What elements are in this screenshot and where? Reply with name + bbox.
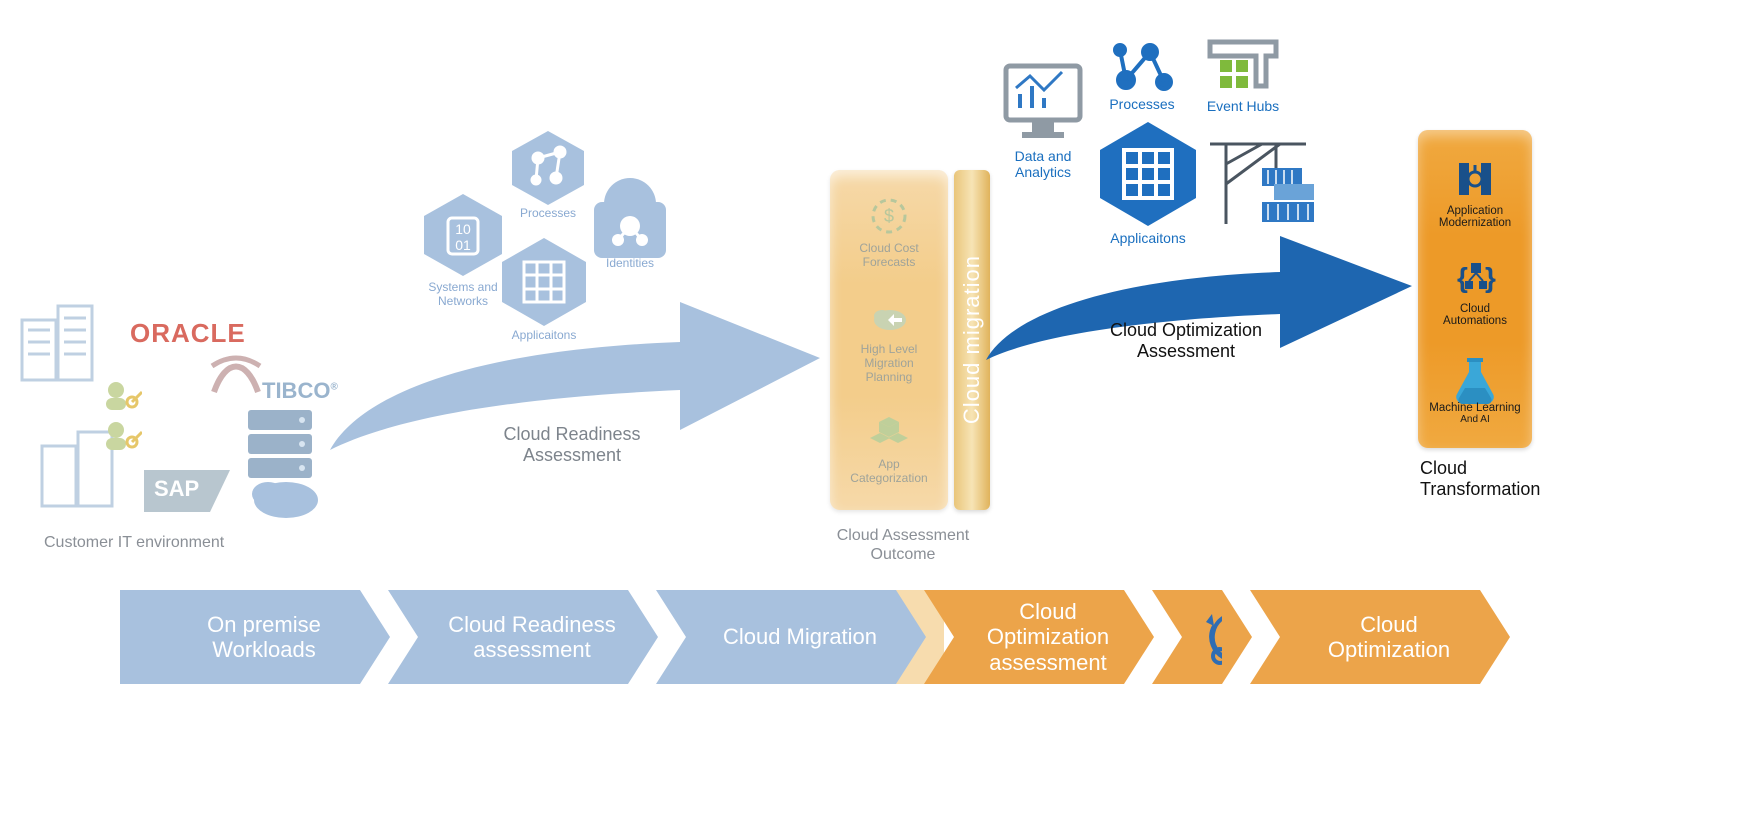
cloud-transformation-panel: Application Modernization { } Cloud Auto… [1418, 130, 1532, 448]
sap-logo: SAP [144, 470, 230, 517]
identities-hex-label: Identities [598, 256, 662, 270]
cloud-transformation-caption: Cloud Transformation [1420, 458, 1540, 500]
cost-forecast-icon: $ [868, 195, 910, 237]
processes-hex-icon [508, 128, 588, 208]
analytics-monitor-icon [1000, 60, 1086, 146]
crane-containers-icon [1210, 124, 1320, 234]
cloud-automations-item: { } Cloud Automations [1443, 255, 1507, 327]
ml-ai-item: Machine Learning And AI [1429, 354, 1520, 425]
event-hubs-icon [1204, 36, 1282, 100]
cloud-services-cluster: Data and Analytics Processes Event Hubs … [1000, 36, 1320, 246]
user-key-icon [102, 378, 142, 414]
modernization-icon [1453, 157, 1497, 201]
user-key-icon [102, 418, 142, 454]
optimization-arrow-label: Cloud Optimization Assessment [1056, 320, 1316, 362]
readiness-arrow-label: Cloud Readiness Assessment [462, 424, 682, 466]
svg-text:10: 10 [455, 221, 471, 237]
svg-text:$: $ [884, 206, 894, 226]
customer-env-caption: Customer IT environment [44, 534, 224, 552]
customer-it-env: ORACLE TIBCO® SAP [16, 300, 336, 530]
beaker-icon [1453, 354, 1497, 406]
systems-hex-icon: 10 01 [418, 190, 508, 280]
svg-text:01: 01 [455, 237, 471, 253]
chevron-step-5: CloudOptimization [1250, 590, 1510, 684]
oracle-logo: ORACLE [130, 318, 246, 349]
chevron-step-3: CloudOptimizationassessment [924, 590, 1154, 684]
assessment-outcome-caption: Cloud Assessment Outcome [818, 526, 988, 564]
cubes-icon [868, 411, 910, 453]
processes-graph-icon [1106, 36, 1178, 100]
sqlserver-icon [206, 348, 266, 402]
chevron-step-2: Cloud Migration [656, 590, 926, 684]
cloud-plan-icon [868, 296, 910, 338]
applications-hex-icon [1092, 118, 1204, 230]
chevron-step-1: Cloud Readinessassessment [388, 590, 658, 684]
processes-hex-label: Processes [510, 206, 586, 220]
chevron-step-0: On premiseWorkloads [120, 590, 390, 684]
assessment-outcome-panel: $ Cloud Cost Forecasts High Level Migrat… [830, 170, 948, 510]
buildings-icon [16, 300, 126, 390]
app-modernization-item: Application Modernization [1439, 157, 1511, 229]
app-categorization-item: App Categorization [850, 411, 927, 485]
processes-label: Processes [1100, 96, 1184, 112]
migration-planning-item: High Level Migration Planning [861, 296, 918, 384]
event-hubs-label: Event Hubs [1198, 98, 1288, 114]
process-chevron-row: On premiseWorkloadsCloud Readinessassess… [120, 590, 1508, 684]
automation-icon: { } [1453, 255, 1497, 299]
cost-forecast-item: $ Cloud Cost Forecasts [859, 195, 918, 269]
chevron-cycle [1152, 590, 1252, 684]
analytics-label: Data and Analytics [996, 148, 1090, 180]
cycle-icon [1200, 602, 1222, 672]
